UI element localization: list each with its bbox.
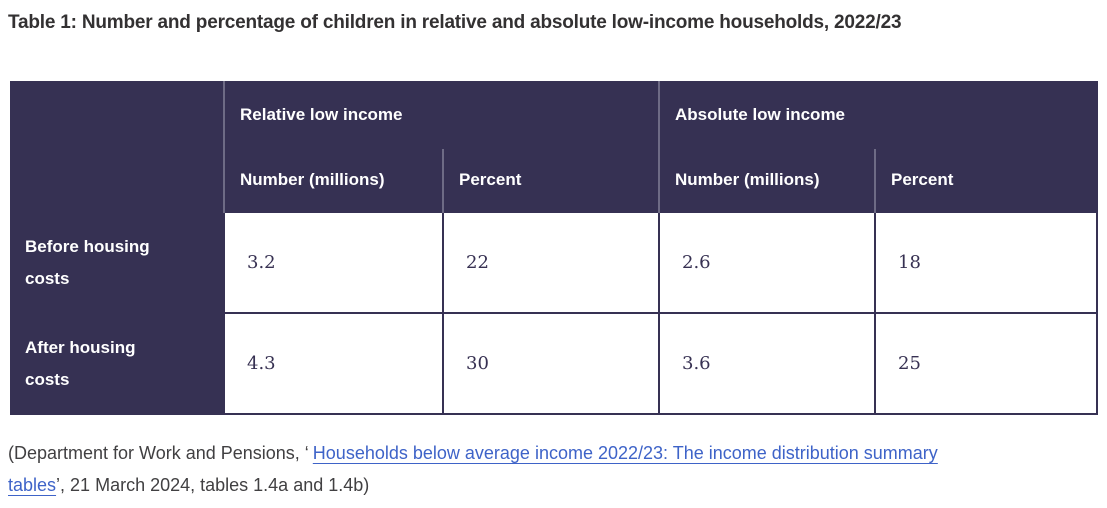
column-group-absolute-low-income: Absolute low income <box>658 81 1097 149</box>
source-link-line1[interactable]: Households below average income 2022/23:… <box>312 443 938 463</box>
subheader-absolute-number: Number (millions) <box>658 149 875 212</box>
citation-suffix: ’, 21 March 2024, tables 1.4a and 1.4b) <box>56 475 370 495</box>
subheader-relative-number: Number (millions) <box>223 149 443 212</box>
column-group-relative-low-income: Relative low income <box>223 81 659 149</box>
citation-prefix: (Department for Work and Pensions, ‘ <box>8 443 309 463</box>
low-income-table: Relative low income Absolute low income … <box>10 81 1098 415</box>
cell-before-absolute-percent: 18 <box>874 211 1098 314</box>
row-label-after-housing-costs: After housing costs <box>10 313 224 414</box>
cell-after-absolute-number: 3.6 <box>658 312 876 415</box>
source-citation: (Department for Work and Pensions, ‘Hous… <box>8 437 1093 501</box>
cell-after-relative-number: 4.3 <box>223 312 444 415</box>
table-corner-cell <box>10 81 224 149</box>
cell-before-relative-percent: 22 <box>442 211 660 314</box>
cell-after-absolute-percent: 25 <box>874 312 1098 415</box>
source-link-line2[interactable]: tables <box>8 475 57 495</box>
row-label-text: Before housing costs <box>25 236 150 288</box>
table-corner-cell <box>10 149 224 212</box>
page-title: Table 1: Number and percentage of childr… <box>8 12 902 33</box>
cell-before-absolute-number: 2.6 <box>658 211 876 314</box>
table-row: After housing costs 4.3 30 3.6 25 <box>10 312 1098 415</box>
row-label-before-housing-costs: Before housing costs <box>10 212 224 313</box>
cell-before-relative-number: 3.2 <box>223 211 444 314</box>
cell-after-relative-percent: 30 <box>442 312 660 415</box>
source-link[interactable]: Households below average income 2022/23:… <box>8 443 938 495</box>
row-label-text: After housing costs <box>25 337 136 389</box>
subheader-relative-percent: Percent <box>442 149 659 212</box>
table-row: Before housing costs 3.2 22 2.6 18 <box>10 211 1098 314</box>
subheader-absolute-percent: Percent <box>874 149 1097 212</box>
